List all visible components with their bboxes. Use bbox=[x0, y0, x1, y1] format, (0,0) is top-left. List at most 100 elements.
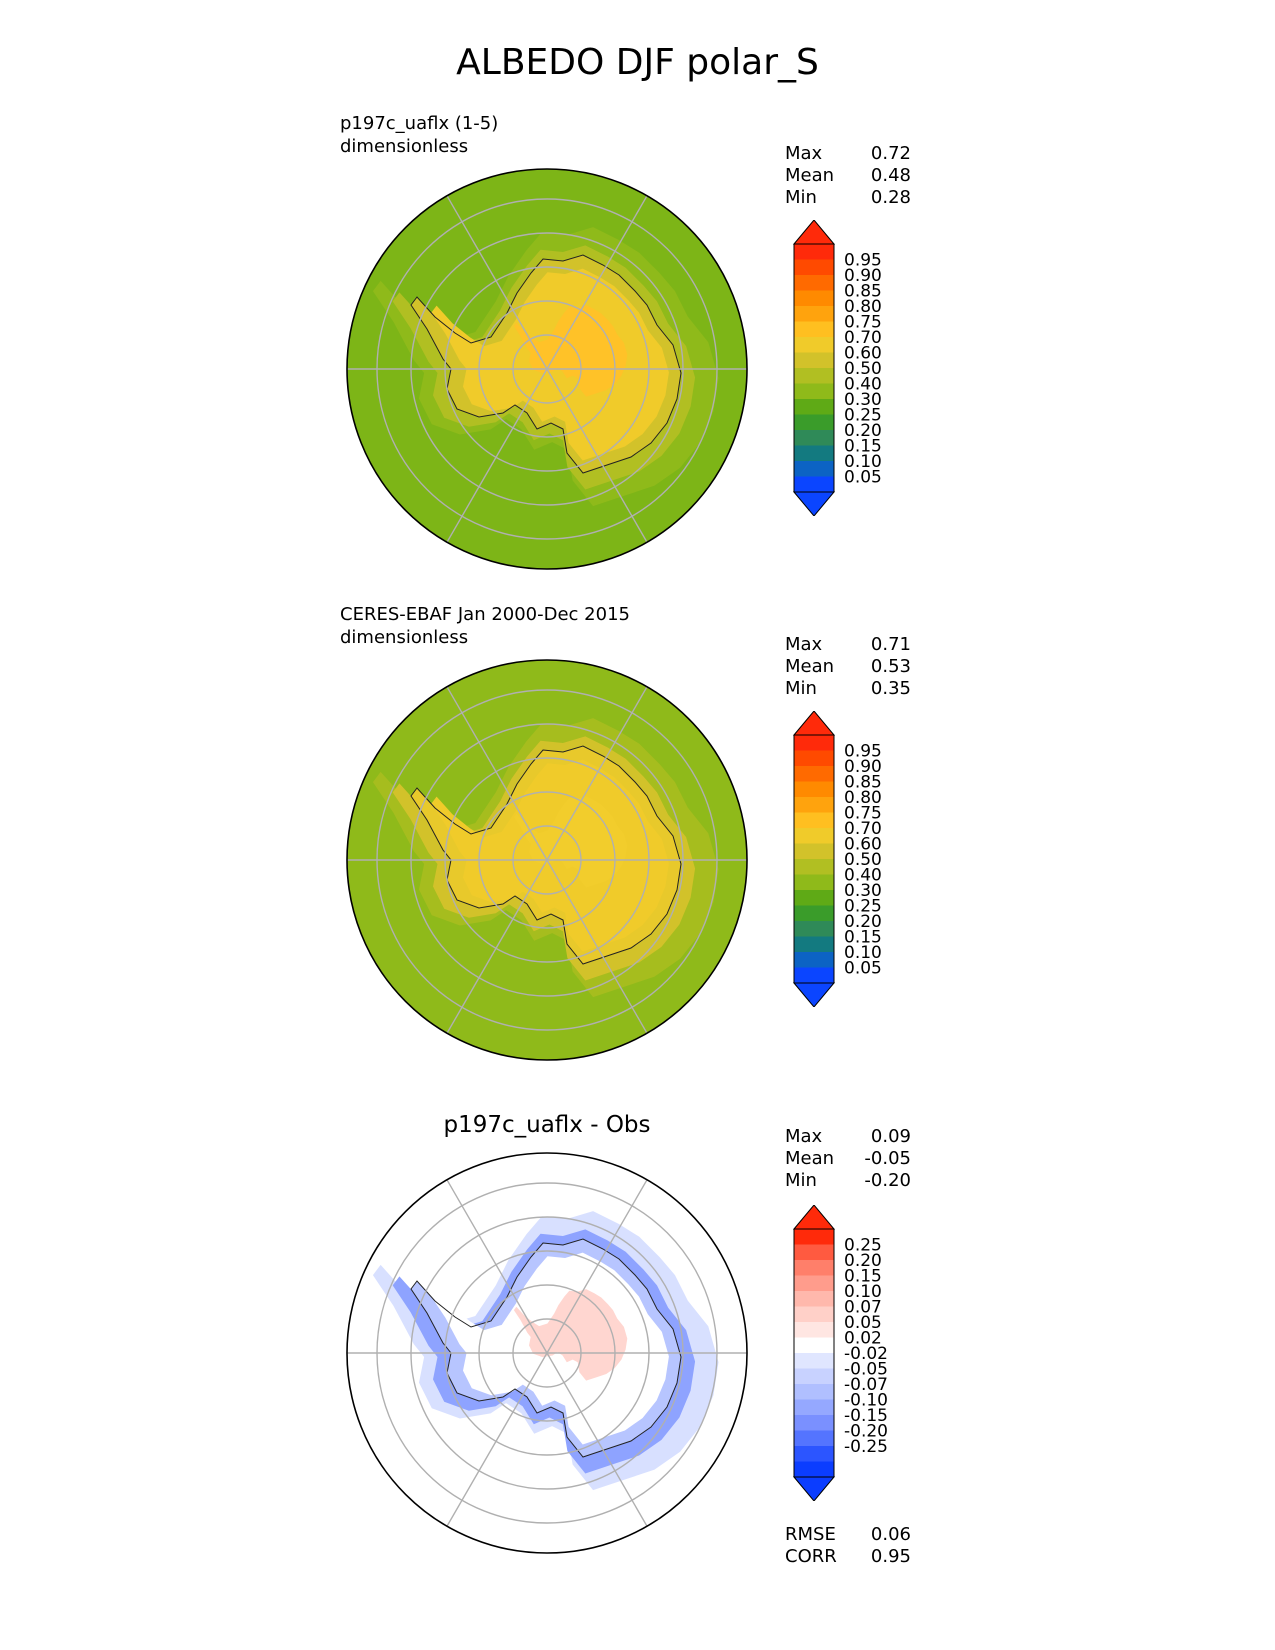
colorbar-segment bbox=[794, 1415, 834, 1431]
colorbar-segment bbox=[794, 859, 834, 875]
colorbar-segment bbox=[794, 414, 834, 431]
stat-max-row: Max 0.71 bbox=[785, 634, 911, 656]
colorbar-tick-label: 0.95 bbox=[844, 742, 882, 762]
colorbar-segment bbox=[794, 1353, 834, 1369]
panel1-title-line2: dimensionless bbox=[340, 136, 469, 157]
panel3-polar-map bbox=[346, 1152, 748, 1554]
meridian-line bbox=[546, 368, 648, 543]
colorbar-segment bbox=[794, 828, 834, 844]
stat-label: Mean bbox=[785, 656, 835, 677]
colorbar-extend-top bbox=[792, 711, 836, 736]
stat-value: 0.28 bbox=[870, 187, 911, 208]
meridian-line bbox=[546, 195, 648, 370]
colorbar-tick-label: 0.25 bbox=[844, 897, 882, 917]
colorbar-segment bbox=[794, 259, 834, 276]
colorbar-tick-label: -0.02 bbox=[844, 1344, 888, 1364]
stat-label: Min bbox=[785, 1170, 817, 1191]
panel3-title: p197c_uaflx - Obs bbox=[443, 1112, 651, 1138]
colorbar-tick-label: 0.15 bbox=[844, 437, 882, 457]
stat-value: 0.72 bbox=[870, 143, 911, 164]
panel3-stats: Max 0.09 Mean -0.05 Min -0.20 bbox=[785, 1126, 911, 1192]
colorbar-segment bbox=[794, 781, 834, 798]
colorbar-segment bbox=[794, 1260, 834, 1276]
stat-value: -0.20 bbox=[864, 1170, 911, 1191]
map-border bbox=[346, 168, 748, 570]
colorbar-segment bbox=[794, 461, 834, 477]
colorbar-segment bbox=[794, 321, 834, 338]
field-plateau bbox=[513, 796, 628, 888]
stat-label: Min bbox=[785, 187, 817, 208]
field-plateau bbox=[513, 1289, 628, 1381]
colorbar-tick-label: 0.85 bbox=[844, 773, 882, 793]
colorbar-segment bbox=[794, 1291, 834, 1307]
colorbar-tick-label: -0.10 bbox=[844, 1391, 888, 1411]
colorbar-tick-label: 0.10 bbox=[844, 1282, 882, 1302]
colorbar-segment bbox=[794, 1306, 834, 1323]
colorbar-segment bbox=[794, 1399, 834, 1416]
panel1-polar-map bbox=[346, 168, 748, 570]
panel1-colorbar: 0.950.900.850.800.750.700.600.500.400.30… bbox=[792, 220, 882, 516]
colorbar-segment bbox=[794, 874, 834, 891]
colorbar-segment bbox=[794, 735, 834, 751]
meridian-line bbox=[446, 686, 548, 861]
stat-corr-row: CORR 0.95 bbox=[785, 1546, 911, 1568]
colorbar-tick-label: -0.05 bbox=[844, 1360, 888, 1380]
coastline bbox=[410, 745, 682, 965]
colorbar-extend-top bbox=[792, 1205, 836, 1230]
map-field bbox=[347, 169, 747, 569]
colorbar-segment bbox=[794, 812, 834, 829]
stat-mean-row: Mean -0.05 bbox=[785, 1148, 911, 1170]
colorbar-tick-label: 0.50 bbox=[844, 850, 882, 870]
colorbar-tick-label: 0.20 bbox=[844, 912, 882, 932]
panel1-stats: Max 0.72 Mean 0.48 Min 0.28 bbox=[785, 143, 911, 209]
main-title: ALBEDO DJF polar_S bbox=[456, 42, 819, 83]
stat-label: CORR bbox=[785, 1546, 837, 1567]
colorbar-extend-top bbox=[792, 220, 836, 245]
colorbar-segment bbox=[794, 1430, 834, 1447]
colorbar-tick-label: -0.20 bbox=[844, 1422, 888, 1442]
colorbar-tick-label: 0.15 bbox=[844, 1267, 882, 1287]
panel1-title: p197c_uaflx (1-5) dimensionless bbox=[340, 112, 498, 158]
panel2-title-line1: CERES-EBAF Jan 2000-Dec 2015 bbox=[340, 604, 630, 625]
panel2-title-line2: dimensionless bbox=[340, 627, 469, 648]
meridian-line bbox=[546, 859, 648, 1034]
colorbar-segment bbox=[794, 1275, 834, 1292]
meridian-line bbox=[446, 1352, 548, 1527]
colorbar-tick-label: 0.20 bbox=[844, 1251, 882, 1271]
stat-value: 0.48 bbox=[870, 165, 911, 186]
colorbar-tick-label: -0.15 bbox=[844, 1406, 888, 1426]
stat-label: Mean bbox=[785, 165, 835, 186]
colorbar-segment bbox=[794, 1229, 834, 1245]
colorbar-segment bbox=[794, 275, 834, 291]
colorbar-outline bbox=[793, 734, 835, 984]
colorbar-tick-label: 0.85 bbox=[844, 282, 882, 302]
colorbar-tick-label: 0.50 bbox=[844, 359, 882, 379]
colorbar-segment bbox=[794, 921, 834, 937]
colorbar-tick-label: 0.15 bbox=[844, 928, 882, 948]
colorbar-tick-label: 0.30 bbox=[844, 881, 882, 901]
colorbar-segment bbox=[794, 890, 834, 906]
colorbar-tick-label: 0.40 bbox=[844, 866, 882, 886]
colorbar-segment bbox=[794, 445, 834, 462]
colorbar-tick-label: -0.25 bbox=[844, 1437, 888, 1457]
colorbar-segment bbox=[794, 967, 834, 984]
colorbar-tick-label: -0.07 bbox=[844, 1375, 888, 1395]
stat-label: RMSE bbox=[785, 1524, 836, 1545]
colorbar-tick-label: 0.40 bbox=[844, 375, 882, 395]
colorbar-tick-label: 0.75 bbox=[844, 804, 882, 824]
colorbar-tick-label: 0.60 bbox=[844, 344, 882, 364]
colorbar-tick-label: 0.20 bbox=[844, 421, 882, 441]
stat-mean-row: Mean 0.53 bbox=[785, 656, 911, 678]
stat-value: 0.53 bbox=[870, 656, 911, 677]
colorbar-segment bbox=[794, 1322, 834, 1338]
panel3-colorbar: 0.250.200.150.100.070.050.02-0.02-0.05-0… bbox=[792, 1205, 888, 1501]
meridian-line bbox=[446, 195, 548, 370]
stat-rmse-row: RMSE 0.06 bbox=[785, 1524, 911, 1546]
colorbar-tick-label: 0.10 bbox=[844, 943, 882, 963]
colorbar-outline bbox=[793, 1228, 835, 1478]
colorbar-segment bbox=[794, 368, 834, 384]
stat-value: -0.05 bbox=[864, 1148, 911, 1169]
colorbar-segment bbox=[794, 383, 834, 400]
colorbar-segment bbox=[794, 430, 834, 446]
stat-value: 0.35 bbox=[870, 678, 911, 699]
